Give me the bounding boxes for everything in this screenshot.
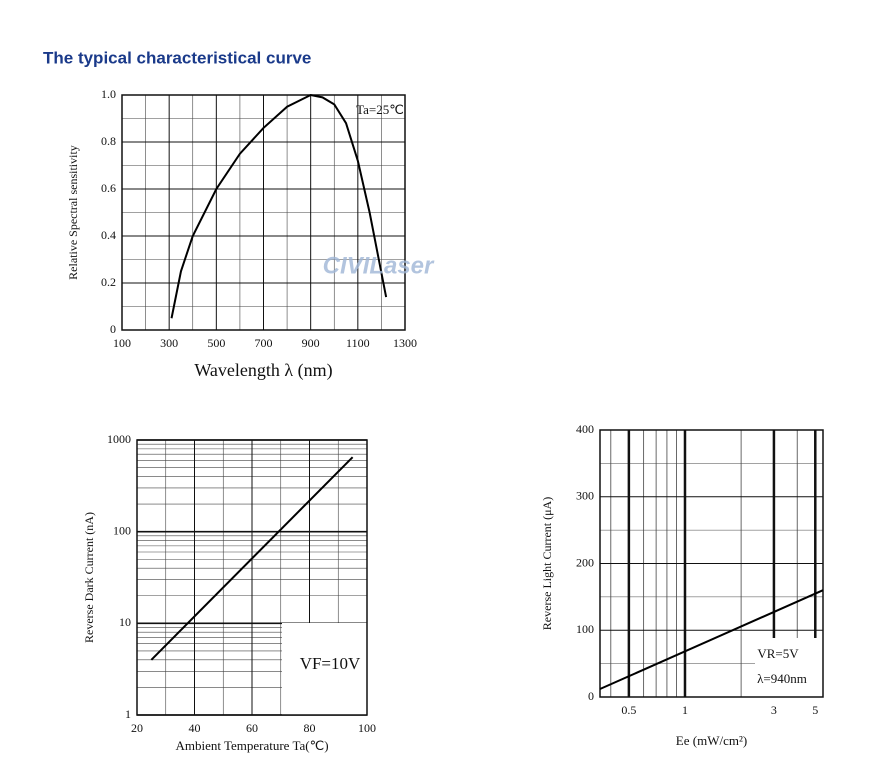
x-tick-label: 0.5 (621, 703, 636, 717)
y-tick-label: 300 (576, 489, 594, 503)
data-line (599, 589, 824, 690)
plot-frame (121, 94, 406, 331)
y-axis-label: Relative Spectral sensitivity (66, 145, 80, 280)
annotation: VR=5V (757, 646, 799, 661)
x-axis-label: Ambient Temperature Ta(℃) (175, 738, 328, 753)
annotation: VF=10V (300, 654, 361, 673)
x-tick-label: 20 (131, 721, 143, 735)
x-tick-label: 900 (302, 336, 320, 350)
y-tick-label: 0.6 (101, 181, 116, 195)
x-tick-label: 700 (255, 336, 273, 350)
annotation: Ta=25℃ (356, 102, 404, 117)
data-line (150, 456, 354, 661)
y-tick-label: 100 (113, 523, 131, 537)
data-line (170, 93, 388, 319)
y-tick-label: 1.0 (101, 87, 116, 101)
x-tick-label: 80 (304, 721, 316, 735)
x-axis-label: Wavelength λ (nm) (194, 360, 332, 381)
annotation-box (282, 623, 367, 715)
x-tick-label: 100 (113, 336, 131, 350)
plot-frame (599, 429, 824, 698)
heading: The typical characteristical curve (43, 48, 311, 67)
y-tick-label: 0 (110, 322, 116, 336)
x-tick-label: 40 (189, 721, 201, 735)
y-tick-label: 0.8 (101, 134, 116, 148)
y-axis-label: Reverse Light Current (μA) (540, 497, 554, 630)
x-tick-label: 500 (207, 336, 225, 350)
y-tick-label: 400 (576, 422, 594, 436)
y-tick-label: 100 (576, 622, 594, 636)
x-tick-label: 3 (771, 703, 777, 717)
x-axis-label: Ee (mW/cm²) (676, 733, 747, 748)
y-tick-label: 0 (588, 689, 594, 703)
annotation-box (755, 638, 823, 697)
y-tick-label: 1 (125, 707, 131, 721)
x-tick-label: 1 (682, 703, 688, 717)
annotation: λ=940nm (757, 671, 807, 686)
x-tick-label: 1300 (393, 336, 417, 350)
x-tick-label: 100 (358, 721, 376, 735)
x-tick-label: 300 (160, 336, 178, 350)
y-tick-label: 0.4 (101, 228, 116, 242)
x-tick-label: 60 (246, 721, 258, 735)
x-tick-label: 1100 (346, 336, 370, 350)
y-tick-label: 200 (576, 555, 594, 569)
plot-frame (136, 439, 368, 716)
y-tick-label: 1000 (107, 432, 131, 446)
y-axis-label: Reverse Dark Current (nA) (82, 512, 96, 643)
x-tick-label: 5 (812, 703, 818, 717)
watermark: CIVILaser (323, 252, 435, 279)
y-tick-label: 10 (119, 615, 131, 629)
y-tick-label: 0.2 (101, 275, 116, 289)
